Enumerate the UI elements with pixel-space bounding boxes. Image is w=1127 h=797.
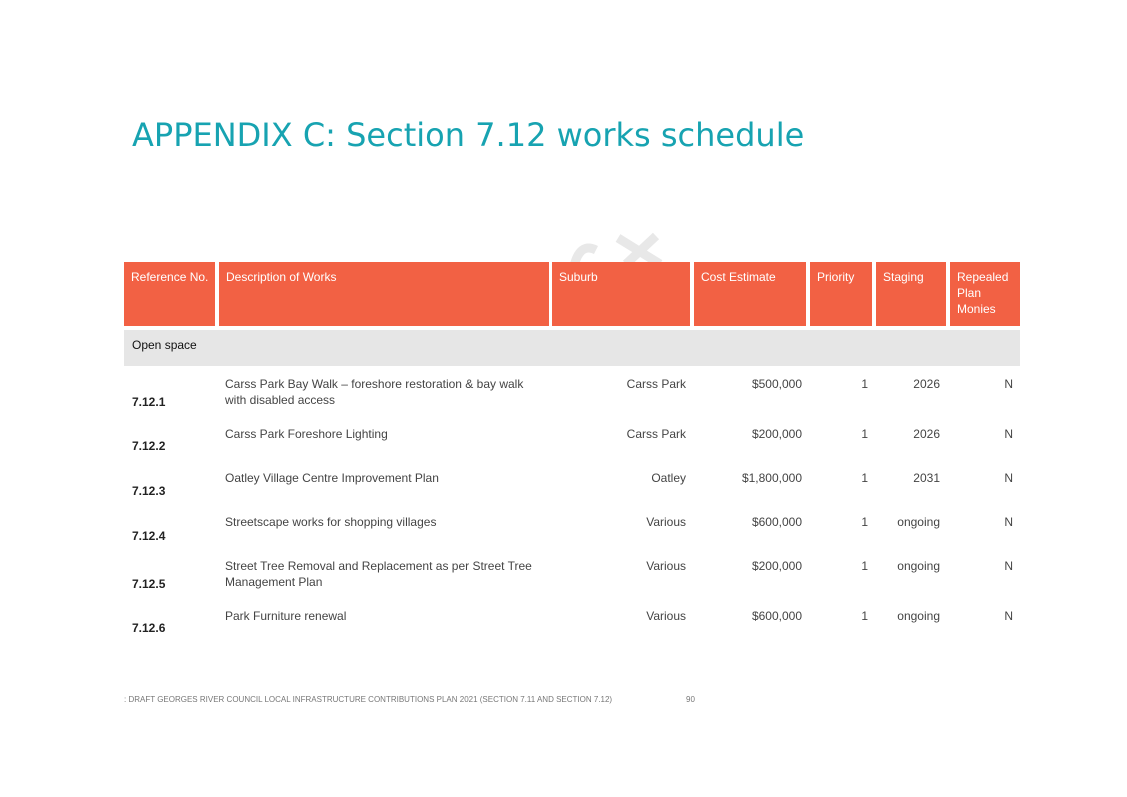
table-row: Street Tree Removal and Replacement as p… [124,558,1022,608]
row-cost: $500,000 [751,377,802,391]
row-staging: 2031 [913,471,940,485]
table-row: Carss Park Foreshore Lighting 7.12.2 Car… [124,426,1022,470]
header-priority: Priority [810,262,872,326]
table-header-row: Reference No. Description of Works Subur… [124,262,1022,326]
row-priority: 1 [861,427,868,441]
row-priority: 1 [861,471,868,485]
row-suburb: Carss Park [626,377,686,391]
row-cost: $200,000 [751,559,802,573]
footer-document-title: : DRAFT GEORGES RIVER COUNCIL LOCAL INFR… [124,695,613,704]
table-row: Park Furniture renewal 7.12.6 Various $6… [124,608,1022,652]
row-suburb: Various [646,515,686,529]
row-reference: 7.12.1 [132,395,166,409]
row-suburb: Various [646,559,686,573]
row-repealed: N [1004,559,1013,573]
row-priority: 1 [861,515,868,529]
row-repealed: N [1004,515,1013,529]
row-cost: $600,000 [751,609,802,623]
row-cost: $600,000 [751,515,802,529]
works-schedule-table: Reference No. Description of Works Subur… [124,262,1022,635]
section-label-open-space: Open space [124,330,1020,366]
row-repealed: N [1004,471,1013,485]
page-number: 90 [686,695,695,704]
header-suburb: Suburb [552,262,690,326]
row-description: Street Tree Removal and Replacement as p… [225,559,532,589]
row-priority: 1 [861,559,868,573]
header-cost-estimate: Cost Estimate [694,262,806,326]
row-reference: 7.12.5 [132,577,166,591]
header-repealed-plan-monies: Repealed Plan Monies [950,262,1020,326]
row-reference: 7.12.3 [132,484,166,498]
table-row: Carss Park Bay Walk – foreshore restorat… [124,376,1022,426]
row-suburb: Carss Park [626,427,686,441]
header-description: Description of Works [219,262,549,326]
row-suburb: Oatley [651,471,686,485]
row-repealed: N [1004,377,1013,391]
table-row: Oatley Village Centre Improvement Plan 7… [124,470,1022,514]
row-description: Oatley Village Centre Improvement Plan [225,471,439,485]
row-repealed: N [1004,609,1013,623]
row-reference: 7.12.2 [132,439,166,453]
row-staging: ongoing [897,609,940,623]
row-staging: ongoing [897,515,940,529]
header-staging: Staging [876,262,946,326]
row-repealed: N [1004,427,1013,441]
header-reference-no: Reference No. [124,262,215,326]
row-staging: 2026 [913,427,940,441]
row-staging: 2026 [913,377,940,391]
row-description: Carss Park Foreshore Lighting [225,427,388,441]
row-staging: ongoing [897,559,940,573]
row-reference: 7.12.4 [132,529,166,543]
row-cost: $1,800,000 [741,471,802,485]
row-description: Park Furniture renewal [225,609,347,623]
row-cost: $200,000 [751,427,802,441]
row-priority: 1 [861,377,868,391]
table-row: Streetscape works for shopping villages … [124,514,1022,558]
row-priority: 1 [861,609,868,623]
row-description: Carss Park Bay Walk – foreshore restorat… [225,377,524,407]
row-suburb: Various [646,609,686,623]
row-description: Streetscape works for shopping villages [225,515,437,529]
row-reference: 7.12.6 [132,621,166,635]
page-title: APPENDIX C: Section 7.12 works schedule [132,116,805,154]
